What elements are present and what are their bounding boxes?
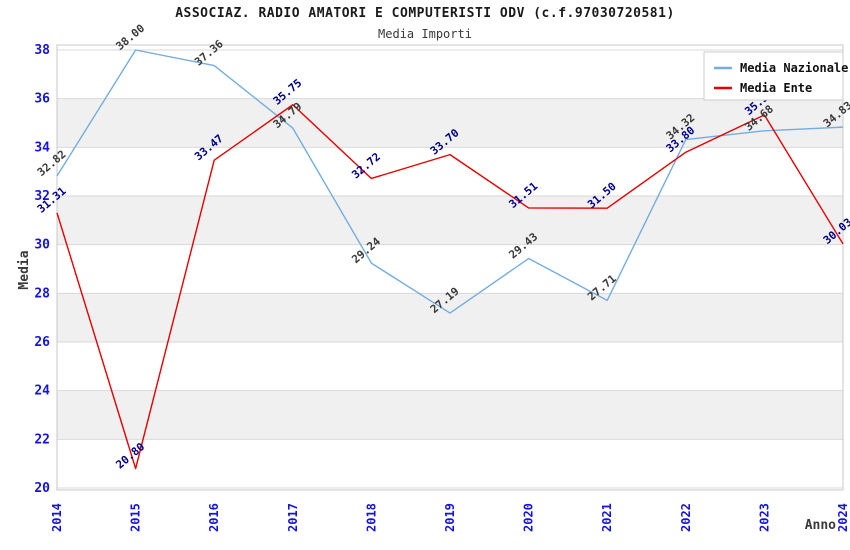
x-tick-label: 2017 [286, 503, 300, 532]
y-tick-label: 32 [34, 189, 50, 204]
x-tick-label: 2018 [364, 503, 378, 532]
x-tick-label: 2020 [522, 503, 536, 532]
y-axis-title: Media [17, 250, 32, 289]
data-label: 20.80 [113, 440, 147, 471]
x-tick-label: 2019 [443, 503, 457, 532]
y-tick-label: 30 [34, 238, 50, 253]
y-tick-label: 28 [34, 286, 50, 301]
x-tick-label: 2014 [50, 503, 64, 532]
plot-band [57, 196, 843, 245]
x-tick-label: 2023 [757, 503, 771, 532]
plot-border [56, 44, 844, 491]
media-nazionale-line [56, 49, 844, 314]
x-tick-label: 2015 [129, 503, 143, 532]
x-tick-label: 2016 [207, 503, 221, 532]
legend [703, 51, 844, 101]
plot-band [57, 390, 843, 440]
plot-band [57, 293, 843, 342]
y-tick-label: 22 [34, 432, 50, 447]
y-tick-label: 34 [34, 140, 50, 155]
chart-title: ASSOCIAZ. RADIO AMATORI E COMPUTERISTI O… [175, 6, 675, 21]
x-tick-label: 2022 [679, 503, 693, 532]
media-ente-line [56, 104, 844, 470]
y-tick-label: 24 [34, 384, 50, 399]
legend-label: Media Ente [740, 81, 812, 95]
data-label: 38.00 [113, 22, 147, 53]
data-label: 37.36 [192, 37, 226, 68]
y-tick-label: 38 [34, 43, 50, 58]
x-tick-label: 2024 [836, 503, 850, 532]
x-axis-title: Anno [805, 518, 836, 533]
y-tick-label: 36 [34, 92, 50, 107]
legend-label: Media Nazionale [740, 61, 848, 75]
y-tick-label: 20 [34, 481, 50, 496]
x-tick-label: 2021 [600, 503, 614, 532]
y-tick-label: 26 [34, 335, 50, 350]
chart-subtitle: Media Importi [378, 27, 472, 41]
